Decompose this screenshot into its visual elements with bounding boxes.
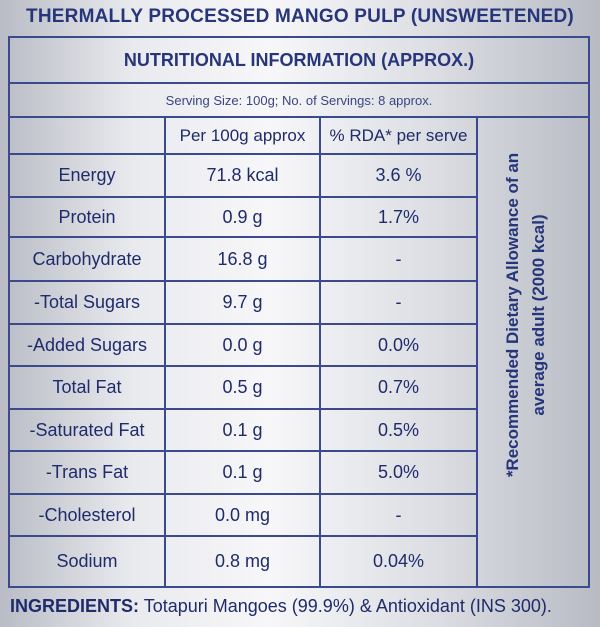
table-cell-nutrient: -Total Sugars: [33, 292, 141, 312]
serving-info: Serving Size: 100g; No. of Servings: 8 a…: [165, 92, 433, 108]
table-cell-nutrient: Energy: [58, 165, 116, 185]
column-header-per-100g: Per 100g approx: [179, 125, 306, 145]
table-cell-per-100g: 9.7 g: [222, 292, 263, 312]
table-cell-rda: 3.6 %: [375, 165, 422, 185]
rda-footnote-line1: *Recommended Dietary Allowance of an: [503, 152, 523, 477]
table-cell-per-100g: 0.1 g: [222, 462, 263, 482]
table-cell-per-100g: 0.0 g: [222, 334, 263, 355]
divider: [319, 118, 321, 586]
table-cell-per-100g: 0.1 g: [222, 419, 263, 440]
table-cell-rda: 1.7%: [377, 206, 420, 227]
divider: [164, 118, 166, 586]
table-cell-rda: -: [395, 248, 402, 269]
ingredients: INGREDIENTS: Totapuri Mangoes (99.9%) & …: [10, 596, 552, 617]
divider: [10, 236, 476, 238]
divider: [10, 280, 476, 282]
rda-footnote-line2: average adult (2000 kcal): [529, 213, 549, 416]
table-cell-rda: -: [395, 504, 402, 525]
table-cell-rda: 0.5%: [377, 419, 420, 440]
divider: [10, 365, 476, 367]
table-cell-nutrient: -Cholesterol: [38, 504, 136, 525]
column-header-rda: % RDA* per serve: [329, 125, 468, 145]
table-cell-nutrient: -Trans Fat: [45, 462, 129, 482]
table-cell-per-100g: 0.5 g: [222, 377, 263, 397]
divider: [10, 535, 476, 537]
table-cell-rda: 0.7%: [377, 377, 420, 397]
table-cell-rda: 5.0%: [377, 462, 420, 482]
table-cell-rda: -: [395, 292, 402, 312]
product-title: THERMALLY PROCESSED MANGO PULP (UNSWEETE…: [26, 6, 574, 27]
divider: [10, 82, 588, 84]
table-cell-per-100g: 0.8 mg: [214, 551, 271, 571]
panel-title: NUTRITIONAL INFORMATION (APPROX.): [123, 49, 475, 70]
table-cell-per-100g: 71.8 kcal: [206, 165, 279, 185]
divider: [10, 408, 476, 410]
table-cell-per-100g: 16.8 g: [217, 248, 268, 269]
divider: [10, 196, 476, 198]
ingredients-label: INGREDIENTS:: [10, 596, 140, 616]
table-cell-nutrient: Total Fat: [52, 377, 122, 397]
table-cell-nutrient: -Added Sugars: [26, 334, 148, 355]
divider: [476, 118, 478, 586]
divider: [10, 153, 476, 155]
ingredients-text: Totapuri Mangoes (99.9%) & Antioxidant (…: [143, 596, 552, 616]
table-cell-nutrient: Carbohydrate: [32, 248, 142, 269]
table-cell-per-100g: 0.0 mg: [214, 504, 271, 525]
divider: [10, 116, 588, 118]
table-cell-nutrient: Sodium: [56, 551, 118, 571]
divider: [10, 493, 476, 495]
table-cell-rda: 0.04%: [372, 551, 425, 571]
table-cell-per-100g: 0.9 g: [222, 206, 263, 227]
rda-footnote: *Recommended Dietary Allowance of an ave…: [475, 82, 578, 547]
divider: [10, 450, 476, 452]
nutrition-panel: NUTRITIONAL INFORMATION (APPROX.) Servin…: [8, 36, 590, 588]
divider: [10, 323, 476, 325]
table-cell-rda: 0.0%: [377, 334, 420, 355]
table-cell-nutrient: -Saturated Fat: [29, 419, 145, 440]
table-cell-nutrient: Protein: [58, 206, 116, 227]
